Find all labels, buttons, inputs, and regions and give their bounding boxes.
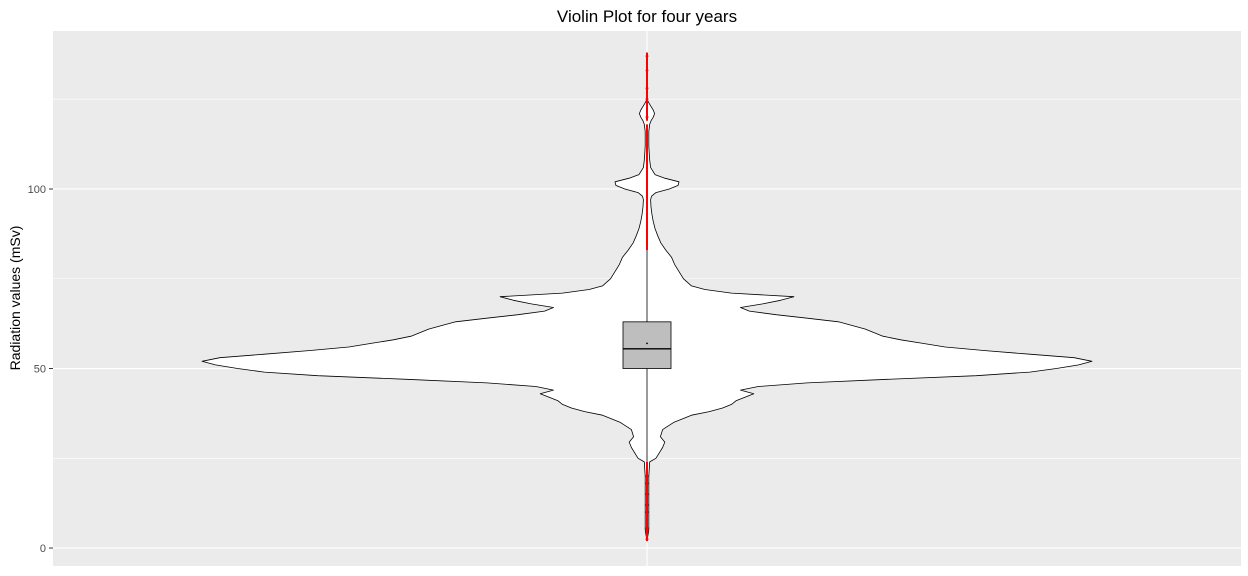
y-tick-label: 50 (34, 364, 46, 376)
outlier-point (645, 492, 649, 496)
outlier-point (645, 503, 649, 507)
outlier-point (645, 510, 649, 514)
y-tick-label: 0 (40, 543, 46, 555)
outlier-point (645, 115, 649, 119)
box-mean-point (646, 342, 648, 345)
outlier-point (645, 97, 649, 101)
outlier-point (645, 54, 649, 58)
outlier-point (645, 87, 649, 90)
outlier-point (645, 69, 649, 72)
y-axis-title: Radiation values (mSv) (7, 226, 23, 371)
outlier-point (645, 482, 649, 485)
y-tick-label: 100 (28, 184, 46, 196)
outlier-point (645, 474, 649, 478)
y-axis-ticks: 0 50 100 (28, 184, 53, 555)
outlier-points (645, 52, 649, 541)
outlier-point (645, 537, 649, 541)
chart-title: Violin Plot for four years (557, 7, 737, 26)
outlier-point (645, 526, 649, 530)
box-iqr (622, 321, 672, 369)
